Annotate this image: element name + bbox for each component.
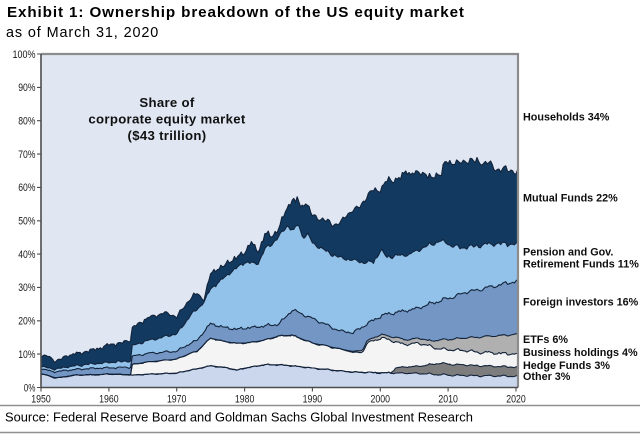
svg-text:Business holdings 4%: Business holdings 4% xyxy=(523,347,638,359)
svg-text:40%: 40% xyxy=(18,249,35,261)
svg-text:1990: 1990 xyxy=(303,394,323,406)
svg-text:Source: Federal Reserve Board: Source: Federal Reserve Board and Goldma… xyxy=(5,410,473,425)
svg-text:1950: 1950 xyxy=(31,394,51,406)
svg-text:50%: 50% xyxy=(18,216,35,228)
svg-text:Mutual Funds 22%: Mutual Funds 22% xyxy=(523,193,618,205)
svg-text:1980: 1980 xyxy=(235,394,255,406)
svg-text:Hedge Funds 3%: Hedge Funds 3% xyxy=(523,360,610,372)
svg-text:80%: 80% xyxy=(18,116,35,128)
svg-text:100%: 100% xyxy=(13,49,36,61)
svg-text:Households 34%: Households 34% xyxy=(523,112,610,124)
svg-text:Share of: Share of xyxy=(139,95,194,110)
svg-text:2010: 2010 xyxy=(438,394,458,406)
svg-text:60%: 60% xyxy=(18,182,35,194)
svg-text:0%: 0% xyxy=(24,382,36,394)
svg-text:1960: 1960 xyxy=(99,394,119,406)
svg-text:20%: 20% xyxy=(18,316,35,328)
svg-text:2000: 2000 xyxy=(371,394,391,406)
svg-text:Other 3%: Other 3% xyxy=(523,371,571,383)
svg-text:2020: 2020 xyxy=(506,394,526,406)
svg-text:30%: 30% xyxy=(18,282,35,294)
svg-text:corporate equity market: corporate equity market xyxy=(88,112,245,127)
svg-text:Foreign investors 16%: Foreign investors 16% xyxy=(523,296,639,308)
svg-text:Pension and Gov.: Pension and Gov. xyxy=(523,246,613,258)
svg-text:Retirement Funds 11%: Retirement Funds 11% xyxy=(523,258,639,270)
svg-text:90%: 90% xyxy=(18,82,35,94)
svg-text:Exhibit 1: Ownership breakdown: Exhibit 1: Ownership breakdown of the US… xyxy=(7,4,465,21)
svg-text:1970: 1970 xyxy=(167,394,187,406)
svg-text:70%: 70% xyxy=(18,149,35,161)
svg-text:($43 trillion): ($43 trillion) xyxy=(128,128,207,143)
svg-text:10%: 10% xyxy=(18,349,35,361)
svg-text:as of March 31, 2020: as of March 31, 2020 xyxy=(6,25,159,41)
svg-text:ETFs 6%: ETFs 6% xyxy=(523,334,568,346)
